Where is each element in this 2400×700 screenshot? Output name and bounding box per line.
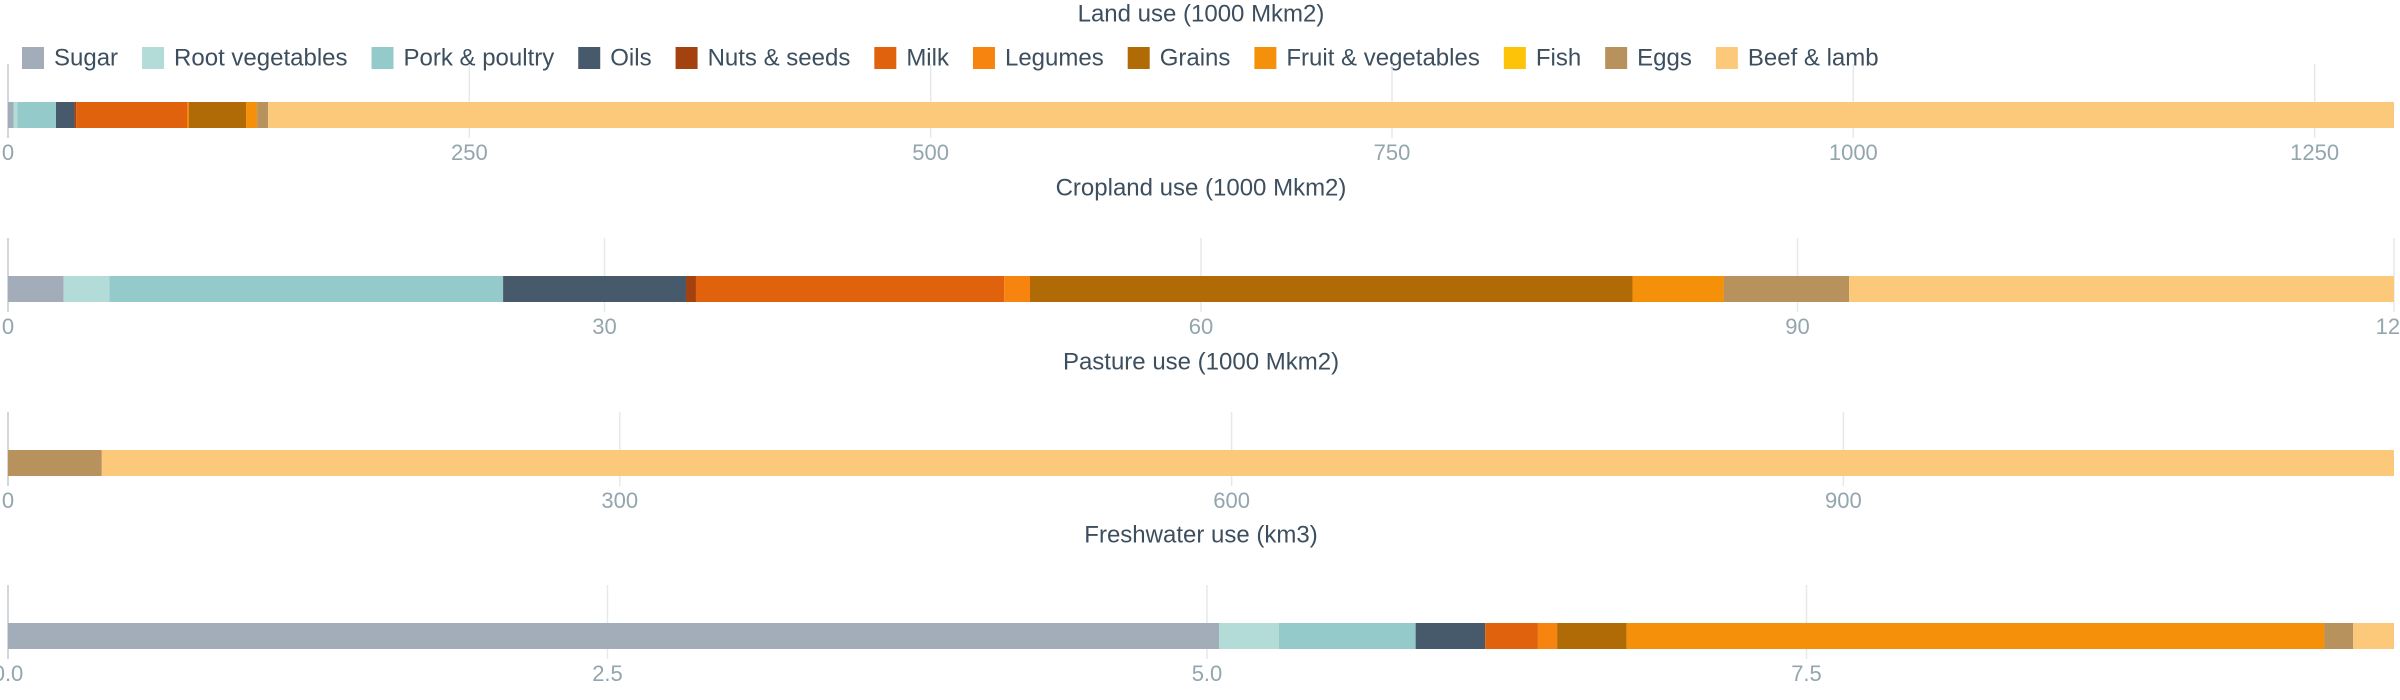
chart-title: Freshwater use (km3) bbox=[1084, 521, 1317, 548]
legend-label: Beef & lamb bbox=[1748, 44, 1879, 71]
x-tick-label: 1000 bbox=[1829, 140, 1878, 165]
bar-segment bbox=[186, 102, 189, 128]
bar-segment bbox=[101, 450, 2394, 476]
bar-segment bbox=[55, 102, 75, 128]
bar-segment bbox=[686, 276, 696, 302]
bar-segment bbox=[2324, 623, 2354, 649]
bar-segment bbox=[8, 450, 102, 476]
bar-segment bbox=[1537, 623, 1558, 649]
bar-segment bbox=[188, 102, 247, 128]
bar-segment bbox=[63, 276, 110, 302]
bar-segment bbox=[1723, 276, 1850, 302]
legend-label: Milk bbox=[906, 44, 950, 71]
legend-label: Root vegetables bbox=[174, 44, 347, 71]
x-tick-label: 5.0 bbox=[1192, 661, 1223, 686]
legend-swatch bbox=[1127, 47, 1150, 69]
bar-segment bbox=[8, 102, 14, 128]
legend-label: Fish bbox=[1536, 44, 1581, 71]
bar-segment bbox=[1849, 276, 2394, 302]
bar-segment bbox=[1004, 276, 1031, 302]
x-tick-label: 1250 bbox=[2290, 140, 2339, 165]
bar-segment bbox=[503, 276, 687, 302]
bar-segment bbox=[1632, 276, 1724, 302]
bar-segment bbox=[1485, 623, 1538, 649]
x-tick-label: 60 bbox=[1189, 314, 1213, 339]
bar-segment bbox=[257, 102, 269, 128]
legend-swatch bbox=[1503, 47, 1526, 69]
legend-swatch bbox=[675, 47, 698, 69]
legend-swatch bbox=[874, 47, 897, 69]
bar-segment bbox=[1030, 276, 1633, 302]
x-tick-label: 0 bbox=[2, 488, 14, 513]
chart-title: Land use (1000 Mkm2) bbox=[1078, 0, 1325, 27]
bar-segment bbox=[1626, 623, 2325, 649]
bar-segment bbox=[76, 102, 187, 128]
bar-segment bbox=[109, 276, 504, 302]
legend-label: Grains bbox=[1160, 44, 1231, 71]
bar-segment bbox=[695, 276, 1005, 302]
x-tick-label: 600 bbox=[1213, 488, 1250, 513]
legend-label: Sugar bbox=[54, 44, 118, 71]
bar-segment bbox=[2353, 623, 2394, 649]
legend-swatch bbox=[142, 47, 165, 69]
chart-title: Cropland use (1000 Mkm2) bbox=[1056, 174, 1347, 201]
legend-swatch bbox=[22, 47, 44, 69]
legend-swatch bbox=[1715, 47, 1738, 69]
x-tick-label: 30 bbox=[592, 314, 616, 339]
bar-segment bbox=[1218, 623, 1279, 649]
legend-label: Legumes bbox=[1005, 44, 1104, 71]
legend-swatch bbox=[1254, 47, 1277, 69]
x-tick-label: 0 bbox=[2, 140, 14, 165]
bar-segment bbox=[1415, 623, 1486, 649]
legend-label: Fruit & vegetables bbox=[1286, 44, 1479, 71]
bar-segment bbox=[1557, 623, 1627, 649]
x-tick-label: 0.0 bbox=[0, 661, 23, 686]
legend-label: Nuts & seeds bbox=[708, 44, 851, 71]
legend-label: Oils bbox=[610, 44, 651, 71]
x-tick-label: 500 bbox=[912, 140, 949, 165]
bar-segment bbox=[13, 102, 18, 128]
legend-swatch bbox=[371, 47, 394, 69]
x-tick-label: 7.5 bbox=[1791, 661, 1822, 686]
x-tick-label: 250 bbox=[451, 140, 488, 165]
legend-label: Pork & poultry bbox=[404, 44, 555, 71]
legend-swatch bbox=[1605, 47, 1628, 69]
bar-segment bbox=[8, 623, 1219, 649]
x-tick-label: 300 bbox=[601, 488, 638, 513]
chart-title: Pasture use (1000 Mkm2) bbox=[1063, 348, 1339, 375]
x-tick-label: 2.5 bbox=[592, 661, 623, 686]
bar-segment bbox=[1278, 623, 1416, 649]
bar-segment bbox=[268, 102, 2395, 128]
bar-segment bbox=[246, 102, 258, 128]
x-tick-label: 90 bbox=[1785, 314, 1809, 339]
bar-segment bbox=[8, 276, 64, 302]
legend-label: Eggs bbox=[1637, 44, 1692, 71]
x-tick-label: 900 bbox=[1825, 488, 1862, 513]
bar-segment bbox=[17, 102, 56, 128]
legend-swatch bbox=[578, 47, 601, 69]
legend-swatch bbox=[972, 47, 995, 69]
x-tick-label: 0 bbox=[2, 314, 14, 339]
x-tick-label: 750 bbox=[1374, 140, 1411, 165]
bar-segment bbox=[74, 102, 77, 128]
x-tick-label: 120 bbox=[2376, 314, 2400, 339]
